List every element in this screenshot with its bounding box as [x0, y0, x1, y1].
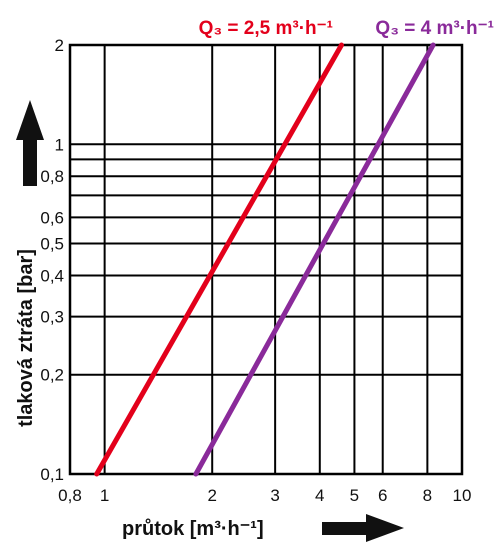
legend-entry-q3-4: Q₃ = 4 m³·h⁻¹: [375, 18, 494, 39]
y-tick-label: 0,4: [40, 266, 64, 285]
y-axis-label: tlaková ztráta [bar]: [15, 249, 37, 427]
up-arrow-icon: [16, 100, 44, 186]
y-tick-labels: 0,1 0,2 0,3 0,4 0,5 0,6 0,8 1 2: [40, 36, 64, 484]
y-tick-label: 1: [55, 135, 64, 154]
y-tick-label: 2: [55, 36, 64, 55]
x-tick-labels: 0,8 1 2 3 4 5 6 8 10: [58, 486, 471, 505]
x-tick-label: 6: [378, 486, 387, 505]
legend: Q₃ = 2,5 m³·h⁻¹ Q₃ = 4 m³·h⁻¹: [199, 18, 494, 39]
y-tick-label: 0,3: [40, 308, 64, 327]
x-tick-label: 2: [207, 486, 216, 505]
x-tick-label: 8: [423, 486, 432, 505]
series-lines: [94, 42, 436, 477]
x-tick-label: 1: [100, 486, 109, 505]
series-line-2: [193, 42, 436, 477]
legend-entry-q3-2-5: Q₃ = 2,5 m³·h⁻¹: [199, 18, 333, 39]
x-tick-label: 10: [453, 486, 472, 505]
x-axis-label: průtok [m³·h⁻¹]: [122, 518, 264, 540]
series-line-1: [94, 42, 344, 477]
right-arrow-icon: [322, 514, 404, 542]
y-tick-label: 0,2: [40, 366, 64, 385]
grid: [69, 44, 463, 475]
x-tick-label: 4: [315, 486, 324, 505]
x-tick-label: 5: [350, 486, 359, 505]
plot-frame: [68, 43, 464, 476]
y-tick-label: 0,5: [40, 235, 64, 254]
y-tick-label: 0,8: [40, 167, 64, 186]
x-tick-label: 0,8: [58, 486, 82, 505]
x-tick-label: 3: [270, 486, 279, 505]
y-tick-label: 0,1: [40, 465, 64, 484]
y-tick-label: 0,6: [40, 208, 64, 227]
